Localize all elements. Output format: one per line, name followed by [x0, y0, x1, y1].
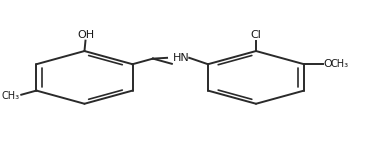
Text: OH: OH: [78, 30, 95, 40]
Text: HN: HN: [173, 53, 190, 63]
Text: O: O: [324, 59, 332, 69]
Text: CH₃: CH₃: [1, 91, 20, 100]
Text: Cl: Cl: [251, 30, 261, 40]
Text: CH₃: CH₃: [330, 59, 348, 69]
